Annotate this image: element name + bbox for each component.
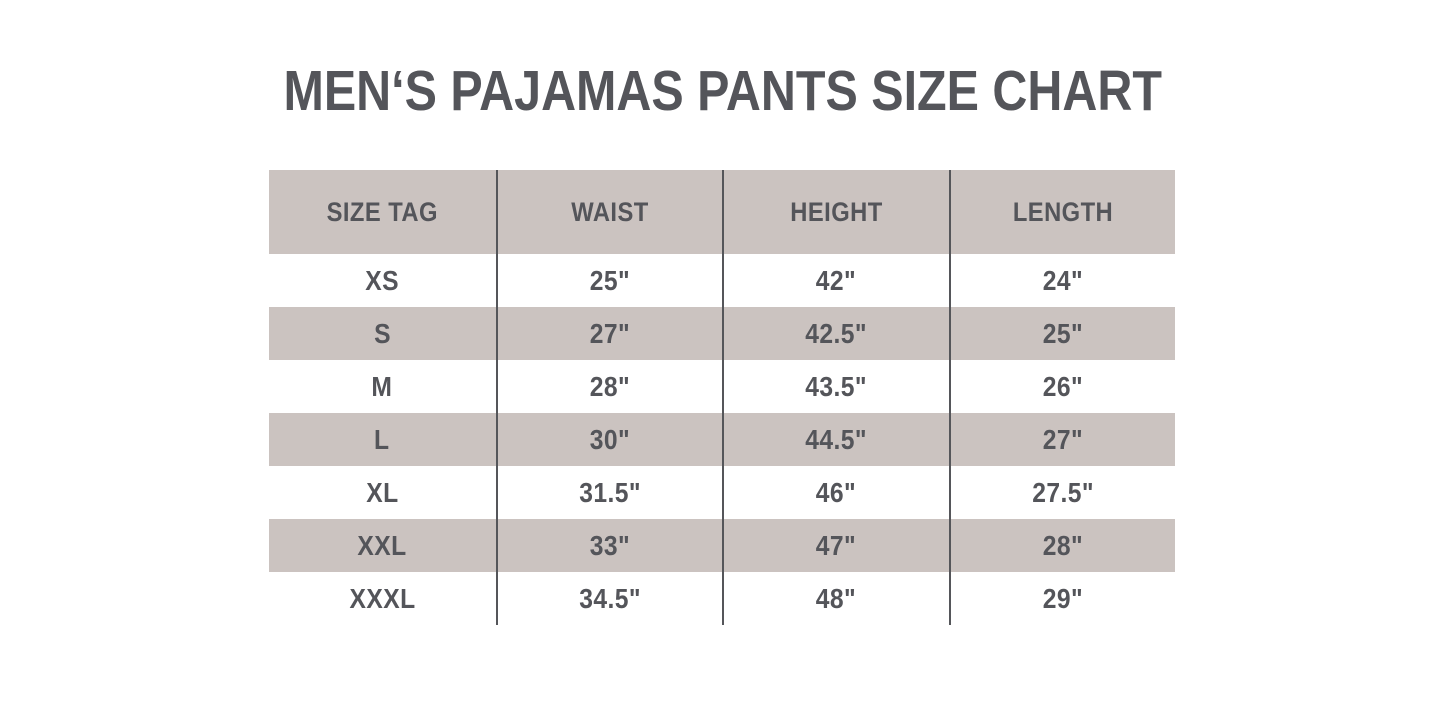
cell-text: XXXL — [349, 582, 416, 614]
column-header-label: WAIST — [571, 196, 649, 227]
cell-text: 27" — [589, 317, 630, 349]
cell-text: 28" — [589, 370, 630, 402]
size-tag-cell: XS — [269, 254, 496, 307]
length-cell: 27.5" — [948, 466, 1176, 519]
cell-text: M — [371, 370, 393, 402]
size-tag-cell: L — [269, 413, 496, 466]
height-cell: 46" — [722, 466, 949, 519]
size-tag-cell: XL — [269, 466, 496, 519]
height-cell: 43.5" — [722, 360, 949, 413]
table-row-xxxl: XXXL 34.5" 48" 29" — [269, 572, 1175, 625]
table-row-xl: XL 31.5" 46" 27.5" — [269, 466, 1175, 519]
table-header-row: SIZE TAG WAIST HEIGHT LENGTH — [269, 170, 1175, 254]
length-cell: 26" — [948, 360, 1176, 413]
cell-text: 28" — [1042, 529, 1083, 561]
cell-text: 47" — [816, 529, 857, 561]
column-header-label: HEIGHT — [790, 196, 883, 227]
size-tag-cell: XXL — [269, 519, 496, 572]
cell-text: 24" — [1042, 264, 1083, 296]
height-cell: 47" — [722, 519, 949, 572]
cell-text: 25" — [1042, 317, 1083, 349]
height-cell: 42.5" — [722, 307, 949, 360]
size-tag-cell: XXXL — [269, 572, 496, 625]
page-title-text: MEN‘S PAJAMAS PANTS SIZE CHART — [283, 59, 1162, 123]
waist-cell: 31.5" — [495, 466, 723, 519]
cell-text: 33" — [589, 529, 630, 561]
cell-text: 25" — [589, 264, 630, 296]
table-row-m: M 28" 43.5" 26" — [269, 360, 1175, 413]
column-header-size-tag: SIZE TAG — [269, 170, 496, 254]
cell-text: 43.5" — [805, 370, 868, 402]
length-cell: 25" — [948, 307, 1176, 360]
cell-text: 27" — [1042, 423, 1083, 455]
length-cell: 24" — [948, 254, 1176, 307]
height-cell: 48" — [722, 572, 949, 625]
waist-cell: 33" — [495, 519, 723, 572]
cell-text: 26" — [1042, 370, 1083, 402]
cell-text: XL — [366, 476, 399, 508]
table-row-xs: XS 25" 42" 24" — [269, 254, 1175, 307]
size-chart-table: SIZE TAG WAIST HEIGHT LENGTH XS 25" 42" … — [269, 170, 1175, 625]
table-row-l: L 30" 44.5" 27" — [269, 413, 1175, 466]
waist-cell: 28" — [495, 360, 723, 413]
cell-text: 29" — [1042, 582, 1083, 614]
column-header-height: HEIGHT — [722, 170, 949, 254]
cell-text: XS — [365, 264, 400, 296]
cell-text: 46" — [816, 476, 857, 508]
length-cell: 28" — [948, 519, 1176, 572]
cell-text: 27.5" — [1031, 476, 1094, 508]
cell-text: 44.5" — [805, 423, 868, 455]
column-header-waist: WAIST — [495, 170, 723, 254]
cell-text: 30" — [589, 423, 630, 455]
size-tag-cell: M — [269, 360, 496, 413]
page-title: MEN‘S PAJAMAS PANTS SIZE CHART — [0, 60, 1445, 123]
height-cell: 44.5" — [722, 413, 949, 466]
column-header-label: SIZE TAG — [326, 196, 438, 227]
table-row-xxl: XXL 33" 47" 28" — [269, 519, 1175, 572]
cell-text: 42" — [816, 264, 857, 296]
cell-text: 31.5" — [578, 476, 641, 508]
cell-text: L — [374, 423, 390, 455]
column-header-length: LENGTH — [948, 170, 1176, 254]
waist-cell: 30" — [495, 413, 723, 466]
waist-cell: 27" — [495, 307, 723, 360]
length-cell: 29" — [948, 572, 1176, 625]
cell-text: XXL — [357, 529, 407, 561]
waist-cell: 34.5" — [495, 572, 723, 625]
cell-text: 48" — [816, 582, 857, 614]
cell-text: S — [373, 317, 391, 349]
table-row-s: S 27" 42.5" 25" — [269, 307, 1175, 360]
size-tag-cell: S — [269, 307, 496, 360]
cell-text: 34.5" — [578, 582, 641, 614]
height-cell: 42" — [722, 254, 949, 307]
length-cell: 27" — [948, 413, 1176, 466]
column-header-label: LENGTH — [1012, 196, 1113, 227]
cell-text: 42.5" — [805, 317, 868, 349]
waist-cell: 25" — [495, 254, 723, 307]
